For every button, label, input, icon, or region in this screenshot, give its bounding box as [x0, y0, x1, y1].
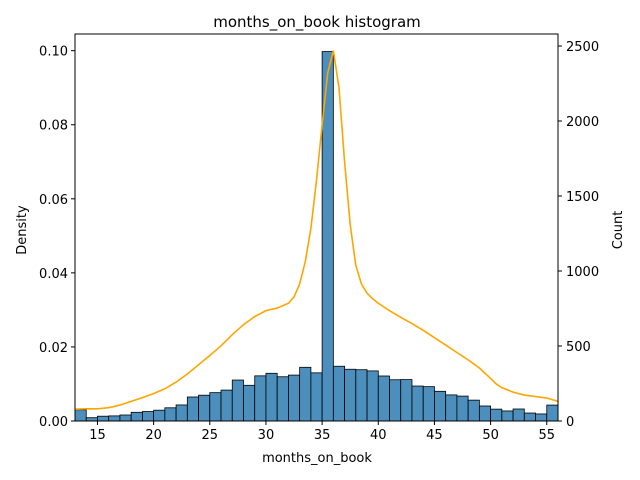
- histogram-bar: [332, 365, 345, 422]
- x-axis-ticks: 15 20 25 30 35 40 45 50 55: [89, 421, 555, 443]
- histogram-bar: [153, 409, 166, 422]
- x-tick-label: 50: [482, 428, 499, 443]
- x-tick-label: 15: [89, 428, 106, 443]
- histogram-bar: [209, 392, 222, 422]
- x-axis-title: months_on_book: [262, 451, 372, 466]
- y-tick-label: 0.02: [39, 341, 68, 356]
- y-tick-label: 0.08: [39, 119, 68, 134]
- y-tick-label: 0.00: [39, 415, 68, 430]
- chart-title: months_on_book histogram: [213, 13, 421, 32]
- y-axis-right-ticks: 0 500 1000 1500 2000 2500: [558, 40, 599, 430]
- histogram-bar: [254, 375, 267, 422]
- histogram-bar: [243, 384, 256, 422]
- x-tick-label: 55: [538, 428, 555, 443]
- x-tick-label: 40: [370, 428, 387, 443]
- histogram-bar: [501, 410, 514, 422]
- histogram-bar: [478, 405, 492, 422]
- histogram-bar: [175, 404, 188, 422]
- y2-tick-label: 1000: [566, 265, 599, 280]
- histogram-bar: [535, 413, 548, 422]
- y2-tick-label: 2500: [566, 40, 599, 55]
- x-tick-label: 25: [202, 428, 219, 443]
- histogram-bar: [546, 404, 559, 422]
- histogram-bar: [400, 379, 413, 422]
- histogram-bar: [299, 366, 312, 422]
- histogram-bar: [164, 407, 177, 422]
- histogram-bar: [366, 370, 379, 422]
- histogram-bar: [288, 374, 301, 422]
- histogram-bar: [108, 415, 121, 422]
- histogram-bar: [377, 375, 390, 422]
- histogram-bar: [231, 379, 244, 422]
- histogram-bar: [310, 372, 323, 422]
- density-curve: [74, 50, 559, 410]
- histogram-bar: [74, 409, 87, 422]
- y2-tick-label: 0: [566, 415, 574, 430]
- histogram-bar: [422, 386, 435, 422]
- histogram-bar: [456, 395, 469, 422]
- x-tick-label: 35: [314, 428, 331, 443]
- x-tick-label: 20: [145, 428, 162, 443]
- y2-tick-label: 1500: [566, 190, 599, 205]
- histogram-bar: [97, 415, 110, 422]
- histogram-bar: [411, 385, 424, 422]
- y-tick-label: 0.10: [39, 45, 68, 60]
- y-tick-label: 0.04: [39, 267, 68, 282]
- y-axis-left-ticks: 0.00 0.02 0.04 0.06 0.08 0.10: [39, 45, 75, 430]
- x-tick-label: 30: [258, 428, 275, 443]
- plot-frame: [74, 33, 559, 422]
- y-axis-title: Density: [15, 205, 30, 255]
- y2-tick-label: 500: [566, 340, 591, 355]
- y2-tick-label: 2000: [566, 115, 599, 130]
- histogram-bar: [512, 408, 525, 422]
- histogram-bar: [490, 408, 503, 422]
- histogram-bar: [119, 414, 132, 422]
- y2-axis-title: Count: [611, 211, 626, 250]
- x-tick-label: 45: [426, 428, 443, 443]
- histogram-bar: [265, 372, 278, 422]
- histogram-bar: [276, 376, 289, 422]
- y-tick-label: 0.06: [39, 193, 68, 208]
- histogram-bar: [389, 379, 402, 422]
- histogram-bar: [467, 399, 480, 422]
- histogram-bar: [445, 394, 458, 422]
- histogram-bar: [198, 394, 211, 422]
- histogram-bar: [434, 390, 447, 422]
- histogram-bar: [344, 368, 357, 422]
- histogram-bar: [355, 369, 368, 422]
- histogram-bar: [130, 411, 143, 422]
- histogram-bars: [74, 51, 559, 422]
- histogram-bar: [186, 396, 199, 422]
- histogram-bar: [220, 389, 233, 422]
- histogram-bar: [141, 411, 155, 422]
- histogram-bar: [523, 412, 536, 422]
